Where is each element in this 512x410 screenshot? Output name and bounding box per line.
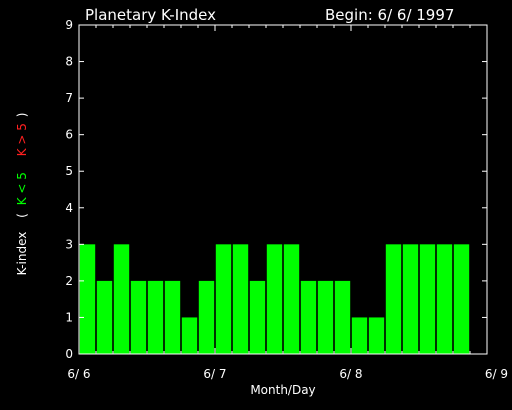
- kindex-bar: [96, 280, 113, 354]
- chart-title: Planetary K-Index: [85, 6, 216, 24]
- y-tick-label: 2: [65, 274, 73, 288]
- kindex-bar: [249, 280, 266, 354]
- y-tick-label: 3: [65, 237, 73, 251]
- y-axis-label-low: K < 5: [15, 172, 29, 205]
- kindex-bar: [164, 280, 181, 354]
- y-tick-label: 0: [65, 347, 73, 361]
- kindex-bar: [215, 244, 232, 354]
- kindex-bar: [232, 244, 249, 354]
- y-axis-label-high: K > 5: [15, 123, 29, 156]
- x-tick-label: 6/ 9: [485, 367, 508, 381]
- y-tick-label: 8: [65, 55, 73, 69]
- y-tick-label: 4: [65, 201, 73, 215]
- kindex-bar: [181, 317, 198, 354]
- y-axis-label-prefix: K-index: [15, 232, 29, 276]
- x-axis-ticks: 6/ 6 6/ 7 6/ 8 6/ 9: [67, 25, 508, 381]
- bars-group: [79, 244, 470, 354]
- y-tick-label: 6: [65, 128, 73, 142]
- kindex-bar: [300, 280, 317, 354]
- kindex-bar: [402, 244, 419, 354]
- kindex-bar: [436, 244, 453, 354]
- kindex-bar: [79, 244, 96, 354]
- kindex-bar: [368, 317, 385, 354]
- y-axis-label-open: (: [15, 213, 29, 218]
- kindex-bar: [283, 244, 300, 354]
- x-tick-label: 6/ 8: [339, 367, 362, 381]
- y-axis-label-close: ): [15, 113, 29, 118]
- y-axis-ticks: 0 1 2 3 4 5 6 7 8 9: [65, 18, 487, 361]
- y-tick-label: 1: [65, 310, 73, 324]
- x-tick-label: 6/ 6: [67, 367, 90, 381]
- kindex-bar: [147, 280, 164, 354]
- kindex-bar: [334, 280, 351, 354]
- kindex-bar: [266, 244, 283, 354]
- kindex-bar: [198, 280, 215, 354]
- kindex-bar: [317, 280, 334, 354]
- y-tick-label: 5: [65, 164, 73, 178]
- kindex-bar: [453, 244, 470, 354]
- kindex-bar: [419, 244, 436, 354]
- kindex-bar: [351, 317, 368, 354]
- kindex-bar: [130, 280, 147, 354]
- kindex-bar: [385, 244, 402, 354]
- y-tick-label: 9: [65, 18, 73, 32]
- y-tick-label: 7: [65, 91, 73, 105]
- x-axis-label: Month/Day: [250, 383, 315, 397]
- kindex-bar: [113, 244, 130, 354]
- begin-date-label: Begin: 6/ 6/ 1997: [325, 6, 454, 24]
- y-axis-label: K-index ( K < 5 K > 5 ): [15, 113, 29, 276]
- x-tick-label: 6/ 7: [203, 367, 226, 381]
